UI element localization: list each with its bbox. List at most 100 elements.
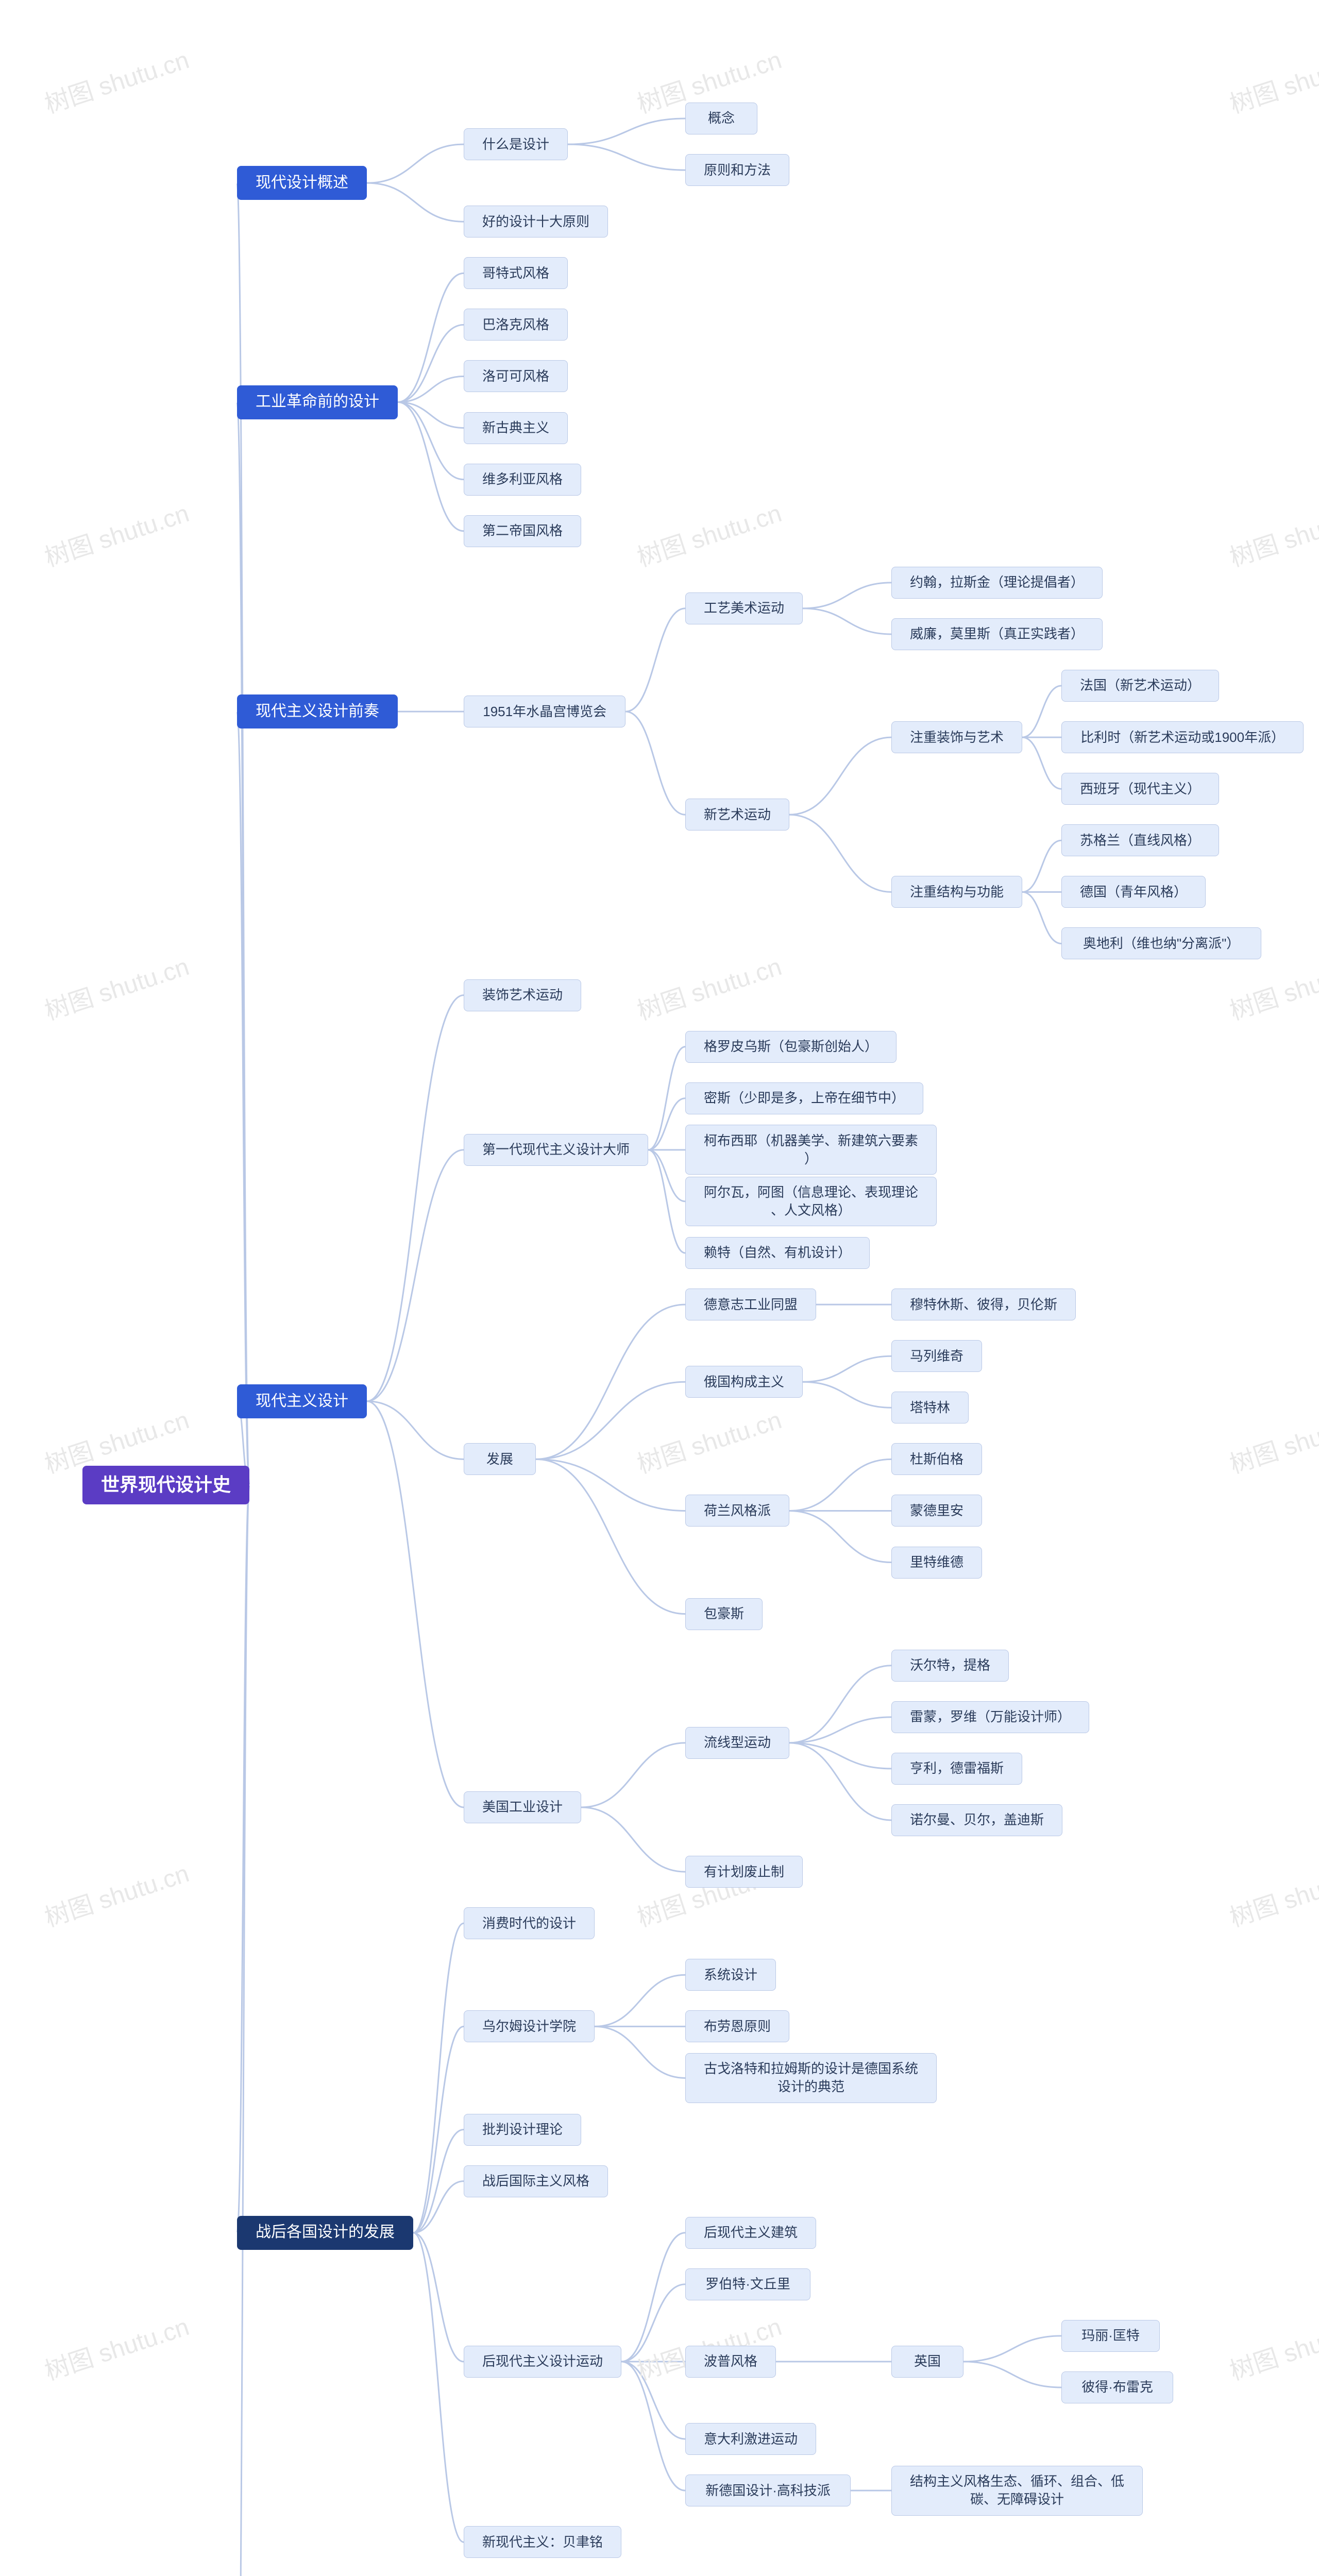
mindmap-node[interactable]: 密斯（少即是多，上帝在细节中） xyxy=(685,1082,923,1114)
mindmap-node[interactable]: 英国 xyxy=(891,2346,963,2378)
mindmap-node[interactable]: 约翰，拉斯金（理论提倡者） xyxy=(891,567,1103,599)
connector xyxy=(1022,840,1061,892)
connector-layer xyxy=(0,0,1319,2576)
watermark: 树图 shutu.cn xyxy=(1224,1853,1319,1934)
mindmap-node[interactable]: 蒙德里安 xyxy=(891,1495,982,1527)
mindmap-node[interactable]: 新古典主义 xyxy=(464,412,568,444)
mindmap-node[interactable]: 工业革命前的设计 xyxy=(237,385,398,419)
watermark: 树图 shutu.cn xyxy=(632,1400,785,1480)
mindmap-node[interactable]: 新德国设计·高科技派 xyxy=(685,2475,851,2506)
mindmap-node[interactable]: 阿尔瓦，阿图（信息理论、表现理论 、人文风格） xyxy=(685,1177,937,1227)
watermark: 树图 shutu.cn xyxy=(39,2307,193,2387)
mindmap-node[interactable]: 穆特休斯、彼得，贝伦斯 xyxy=(891,1289,1076,1320)
mindmap-node[interactable]: 1951年水晶宫博览会 xyxy=(464,696,625,727)
mindmap-node[interactable]: 美国工业设计 xyxy=(464,1791,581,1823)
mindmap-node[interactable]: 什么是设计 xyxy=(464,128,568,160)
connector xyxy=(413,2026,464,2232)
mindmap-node[interactable]: 彼得·布雷克 xyxy=(1061,2371,1173,2403)
mindmap-node[interactable]: 原则和方法 xyxy=(685,154,789,186)
connector xyxy=(789,1743,891,1769)
mindmap-node[interactable]: 哥特式风格 xyxy=(464,257,568,289)
watermark: 树图 shutu.cn xyxy=(1224,2307,1319,2387)
mindmap-node[interactable]: 新艺术运动 xyxy=(685,799,789,831)
mindmap-node[interactable]: 德国（青年风格） xyxy=(1061,876,1206,908)
watermark: 树图 shutu.cn xyxy=(632,493,785,573)
connector xyxy=(413,1923,464,2233)
mindmap-node[interactable]: 工艺美术运动 xyxy=(685,592,803,624)
connector xyxy=(595,2026,685,2078)
mindmap-node[interactable]: 现代主义设计前奏 xyxy=(237,694,398,728)
mindmap-node[interactable]: 荷兰风格派 xyxy=(685,1495,789,1527)
mindmap-node[interactable]: 诺尔曼、贝尔，盖迪斯 xyxy=(891,1804,1062,1836)
mindmap-node[interactable]: 法国（新艺术运动） xyxy=(1061,670,1219,702)
mindmap-node[interactable]: 洛可可风格 xyxy=(464,360,568,392)
mindmap-node[interactable]: 战后各国设计的发展 xyxy=(237,2216,413,2250)
mindmap-node[interactable]: 亨利，德雷福斯 xyxy=(891,1753,1022,1785)
mindmap-node[interactable]: 比利时（新艺术运动或1900年派） xyxy=(1061,721,1304,753)
mindmap-node[interactable]: 维多利亚风格 xyxy=(464,464,581,496)
mindmap-node[interactable]: 柯布西耶（机器美学、新建筑六要素 ） xyxy=(685,1125,937,1175)
mindmap-node[interactable]: 新现代主义：贝聿铭 xyxy=(464,2526,621,2558)
mindmap-node[interactable]: 德意志工业同盟 xyxy=(685,1289,816,1320)
mindmap-node[interactable]: 塔特林 xyxy=(891,1392,969,1423)
watermark: 树图 shutu.cn xyxy=(39,40,193,120)
connector xyxy=(237,1485,249,2576)
mindmap-node[interactable]: 苏格兰（直线风格） xyxy=(1061,824,1219,856)
mindmap-node[interactable]: 布劳恩原则 xyxy=(685,2010,789,2042)
mindmap-node[interactable]: 威廉，莫里斯（真正实践者） xyxy=(891,618,1103,650)
mindmap-node[interactable]: 波普风格 xyxy=(685,2346,776,2378)
mindmap-node[interactable]: 后现代主义设计运动 xyxy=(464,2346,621,2378)
connector xyxy=(581,1743,685,1807)
connector xyxy=(367,144,464,183)
watermark: 树图 shutu.cn xyxy=(1224,40,1319,120)
connector xyxy=(568,118,685,144)
mindmap-node[interactable]: 奥地利（维也纳"分离派"） xyxy=(1061,927,1261,959)
connector xyxy=(237,402,249,1485)
mindmap-node[interactable]: 古戈洛特和拉姆斯的设计是德国系统 设计的典范 xyxy=(685,2053,937,2103)
mindmap-node[interactable]: 第一代现代主义设计大师 xyxy=(464,1134,648,1166)
connector xyxy=(413,2181,464,2233)
mindmap-node[interactable]: 乌尔姆设计学院 xyxy=(464,2010,595,2042)
connector xyxy=(621,2284,685,2362)
mindmap-node[interactable]: 注重结构与功能 xyxy=(891,876,1022,908)
connector xyxy=(413,2233,464,2543)
mindmap-node[interactable]: 巴洛克风格 xyxy=(464,309,568,341)
connector xyxy=(398,273,464,402)
mindmap-node[interactable]: 罗伯特·文丘里 xyxy=(685,2268,810,2300)
mindmap-node[interactable]: 概念 xyxy=(685,103,757,134)
mindmap-node[interactable]: 雷蒙，罗维（万能设计师） xyxy=(891,1701,1089,1733)
mindmap-node[interactable]: 有计划废止制 xyxy=(685,1856,803,1888)
mindmap-node[interactable]: 注重装饰与艺术 xyxy=(891,721,1022,753)
connector xyxy=(367,1150,464,1401)
mindmap-node[interactable]: 世界现代设计史 xyxy=(82,1466,249,1504)
connector xyxy=(568,144,685,170)
connector xyxy=(581,1807,685,1872)
mindmap-node[interactable]: 消费时代的设计 xyxy=(464,1907,595,1939)
mindmap-node[interactable]: 西班牙（现代主义） xyxy=(1061,773,1219,805)
mindmap-node[interactable]: 马列维奇 xyxy=(891,1340,982,1372)
mindmap-node[interactable]: 赖特（自然、有机设计） xyxy=(685,1237,870,1269)
mindmap-node[interactable]: 格罗皮乌斯（包豪斯创始人） xyxy=(685,1031,897,1063)
mindmap-node[interactable]: 系统设计 xyxy=(685,1959,776,1991)
mindmap-node[interactable]: 发展 xyxy=(464,1443,536,1475)
mindmap-node[interactable]: 装饰艺术运动 xyxy=(464,979,581,1011)
mindmap-node[interactable]: 俄国构成主义 xyxy=(685,1366,803,1398)
mindmap-node[interactable]: 第二帝国风格 xyxy=(464,515,581,547)
mindmap-node[interactable]: 好的设计十大原则 xyxy=(464,206,608,238)
connector xyxy=(789,1511,891,1562)
mindmap-node[interactable]: 批判设计理论 xyxy=(464,2114,581,2146)
connector xyxy=(413,2130,464,2233)
mindmap-node[interactable]: 玛丽·匡特 xyxy=(1061,2320,1160,2352)
connector xyxy=(789,1717,891,1743)
mindmap-node[interactable]: 沃尔特，提格 xyxy=(891,1650,1009,1682)
mindmap-node[interactable]: 流线型运动 xyxy=(685,1727,789,1759)
mindmap-node[interactable]: 现代主义设计 xyxy=(237,1384,367,1418)
mindmap-node[interactable]: 现代设计概述 xyxy=(237,166,367,200)
mindmap-node[interactable]: 结构主义风格生态、循环、组合、低 碳、无障碍设计 xyxy=(891,2466,1143,2516)
mindmap-node[interactable]: 后现代主义建筑 xyxy=(685,2217,816,2249)
mindmap-node[interactable]: 战后国际主义风格 xyxy=(464,2165,608,2197)
mindmap-node[interactable]: 杜斯伯格 xyxy=(891,1443,982,1475)
mindmap-node[interactable]: 意大利激进运动 xyxy=(685,2423,816,2455)
mindmap-node[interactable]: 包豪斯 xyxy=(685,1598,763,1630)
mindmap-node[interactable]: 里特维德 xyxy=(891,1547,982,1579)
